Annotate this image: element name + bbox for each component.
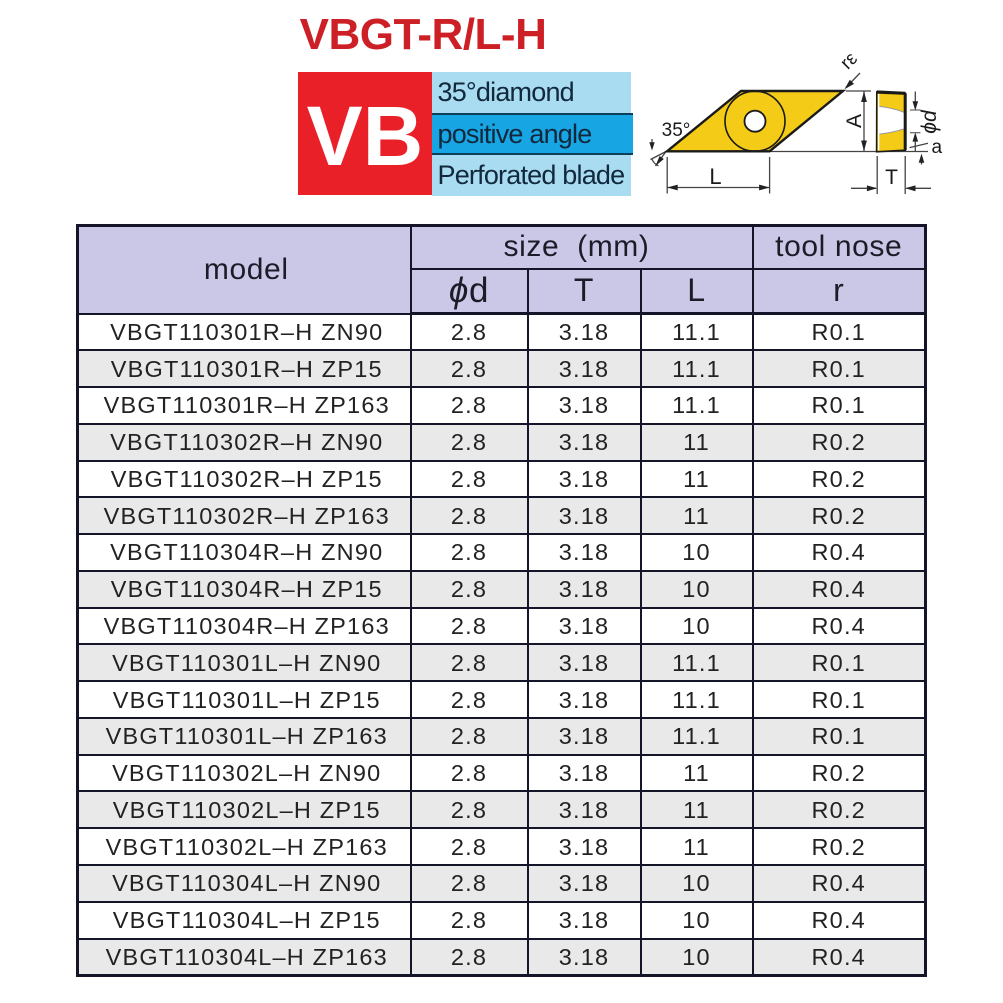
svg-text:L: L bbox=[709, 164, 721, 189]
svg-text:rε: rε bbox=[836, 48, 862, 74]
svg-text:T: T bbox=[885, 166, 898, 189]
svg-text:35°: 35° bbox=[662, 120, 691, 141]
svg-text:a: a bbox=[932, 137, 943, 158]
svg-text:ϕd: ϕd bbox=[918, 109, 941, 134]
svg-text:A: A bbox=[843, 114, 866, 128]
